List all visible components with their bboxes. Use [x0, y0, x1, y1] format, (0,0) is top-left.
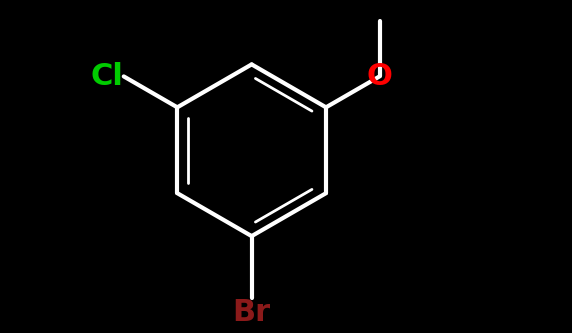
Text: Cl: Cl [91, 62, 124, 91]
Text: O: O [367, 62, 392, 91]
Text: Br: Br [233, 298, 271, 327]
